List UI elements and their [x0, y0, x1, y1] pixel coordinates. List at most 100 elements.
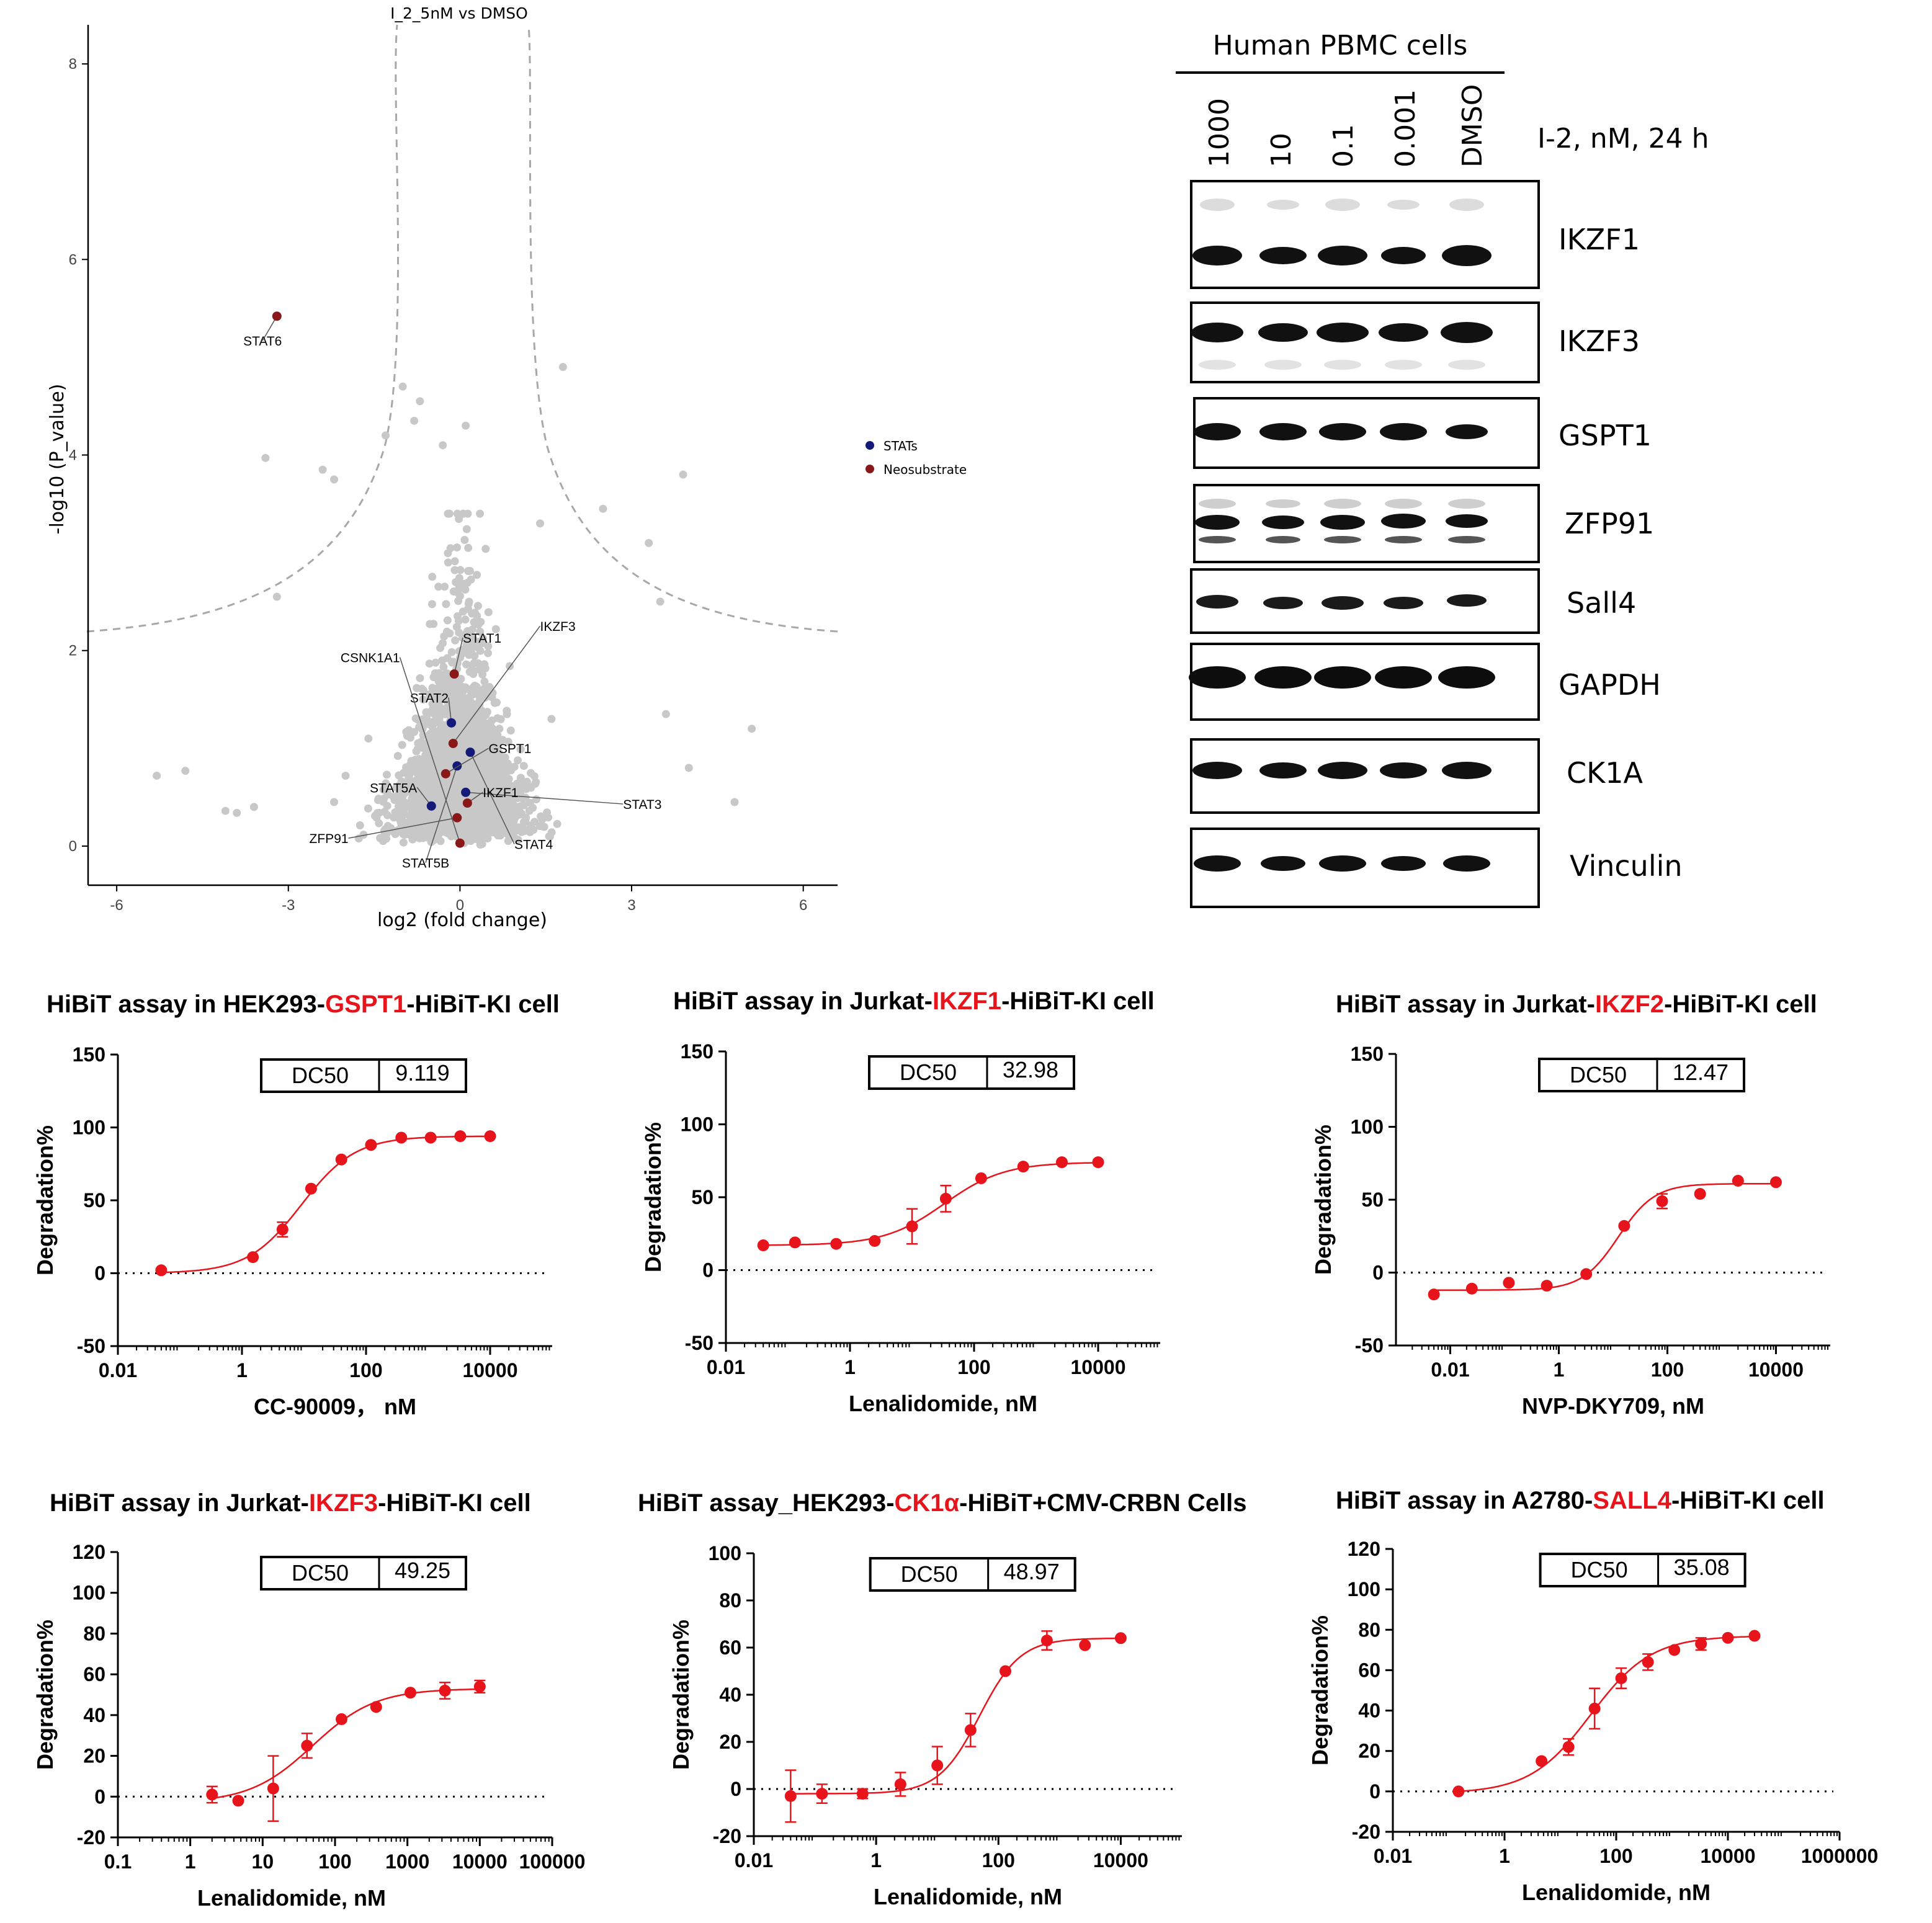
- data-point: [276, 1223, 288, 1236]
- data-point: [155, 1264, 168, 1277]
- background-point: [330, 475, 339, 484]
- band: [1189, 666, 1246, 689]
- data-point: [454, 1130, 467, 1143]
- band: [1381, 247, 1426, 264]
- x-tick-label: 1: [236, 1359, 248, 1381]
- x-axis-label: NVP-DKY709, nM: [1522, 1393, 1704, 1419]
- cloud-point: [393, 752, 402, 761]
- band: [1442, 762, 1491, 779]
- blot-row-vinculin: Vinculin: [1190, 828, 1683, 908]
- data-point: [975, 1172, 987, 1184]
- cloud-point: [426, 809, 435, 818]
- dose-response-panels: HiBiT assay in HEK293-GSPT1-HiBiT-KI cel…: [32, 988, 1878, 1911]
- data-point: [206, 1788, 218, 1801]
- y-tick-label: 8: [69, 56, 77, 73]
- dc50-value: 49.25: [395, 1558, 450, 1583]
- y-tick-label: 150: [681, 1040, 713, 1063]
- data-point: [1694, 1188, 1706, 1200]
- x-tick-label: 10000: [1748, 1359, 1804, 1381]
- dc50-label: DC50: [1571, 1557, 1628, 1582]
- cloud-point: [406, 733, 414, 742]
- cloud-point: [466, 566, 474, 575]
- cloud-point: [491, 625, 500, 633]
- cloud-point: [482, 799, 491, 808]
- cloud-point: [478, 715, 486, 724]
- lane-labels: 1000 10 0.1 0.001 DMSO: [1204, 84, 1488, 167]
- x-tick-label: 100: [957, 1356, 990, 1378]
- background-point: [684, 764, 693, 772]
- cloud-point: [503, 707, 511, 715]
- cloud-point: [379, 832, 388, 841]
- x-axis-label: Lenalidomide, nM: [197, 1885, 386, 1911]
- volcano-threshold-curve-left: [86, 24, 400, 633]
- blot-panel: [1193, 484, 1540, 563]
- cloud-point: [364, 804, 372, 813]
- y-axis-label: Degradation%: [1310, 1125, 1336, 1275]
- volcano-legend: STATs Neosubstrate: [865, 439, 967, 477]
- cloud-point: [397, 806, 406, 815]
- dc50-box: [1539, 1553, 1746, 1587]
- data-point: [816, 1788, 828, 1800]
- dc50-label: DC50: [292, 1560, 349, 1586]
- legend-swatch-stats: [865, 441, 874, 450]
- background-point: [524, 783, 533, 792]
- hibit-panel-6: HiBiT assay in A2780-SALL4-HiBiT-KI cell…: [1307, 1487, 1878, 1905]
- cloud-point: [474, 620, 483, 629]
- data-point: [1114, 1632, 1127, 1644]
- data-point: [757, 1239, 769, 1252]
- point-zfp91: [452, 813, 462, 823]
- point-label-ikzf3: IKZF3: [540, 620, 575, 634]
- cloud-point: [440, 632, 449, 641]
- dc50-value: 12.47: [1673, 1060, 1729, 1085]
- data-point: [301, 1739, 313, 1752]
- data-point: [1040, 1635, 1053, 1647]
- cloud-point: [516, 745, 525, 754]
- data-point: [1748, 1630, 1761, 1642]
- legend-label-stats: STATs: [883, 439, 918, 453]
- y-tick-label: 0: [94, 1785, 105, 1808]
- cloud-point: [500, 780, 509, 789]
- background-point: [272, 592, 281, 601]
- lane-label-10: 10: [1266, 133, 1297, 167]
- x-tick-label: 6: [799, 897, 807, 914]
- data-point: [1536, 1755, 1548, 1767]
- cloud-point: [468, 817, 477, 826]
- data-point: [789, 1236, 801, 1249]
- data-point: [1580, 1268, 1593, 1280]
- cloud-point: [547, 828, 556, 837]
- band: [1192, 762, 1242, 779]
- cloud-point: [461, 615, 470, 624]
- cloud-point: [460, 535, 469, 544]
- panel-title: HiBiT assay in Jurkat-IKZF2-HiBiT-KI cel…: [1336, 991, 1817, 1018]
- x-tick-label: 10: [252, 1850, 274, 1873]
- cloud-point: [475, 836, 483, 845]
- y-tick-label: 100: [1351, 1116, 1384, 1138]
- cloud-point: [401, 830, 410, 839]
- cloud-point: [441, 810, 450, 818]
- data-point: [395, 1131, 408, 1144]
- background-point: [439, 441, 447, 450]
- volcano-title: I_2_5nM vs DMSO: [390, 4, 528, 22]
- background-point: [233, 808, 241, 817]
- background-point: [330, 798, 339, 806]
- cloud-point: [475, 665, 484, 674]
- panel-title-part: HiBiT assay in A2780-: [1336, 1487, 1593, 1514]
- x-tick-label: 100000: [519, 1850, 586, 1873]
- y-tick-label: 100: [709, 1542, 741, 1564]
- cloud-point: [493, 698, 501, 707]
- cloud-point: [412, 747, 421, 756]
- leader-line: [262, 316, 277, 341]
- data-point: [267, 1782, 279, 1795]
- background-point: [416, 397, 424, 406]
- cloud-point: [525, 828, 534, 836]
- dc50-value: 48.97: [1004, 1559, 1060, 1584]
- band: [1375, 666, 1432, 689]
- cloud-point: [519, 801, 528, 810]
- data-point: [424, 1131, 437, 1144]
- cloud-point: [455, 574, 463, 582]
- leader-line: [470, 752, 515, 845]
- data-point: [1642, 1656, 1654, 1668]
- cloud-point: [391, 830, 400, 838]
- panel-title: HiBiT assay in Jurkat-IKZF3-HiBiT-KI cel…: [50, 1489, 531, 1517]
- data-point: [1668, 1644, 1681, 1656]
